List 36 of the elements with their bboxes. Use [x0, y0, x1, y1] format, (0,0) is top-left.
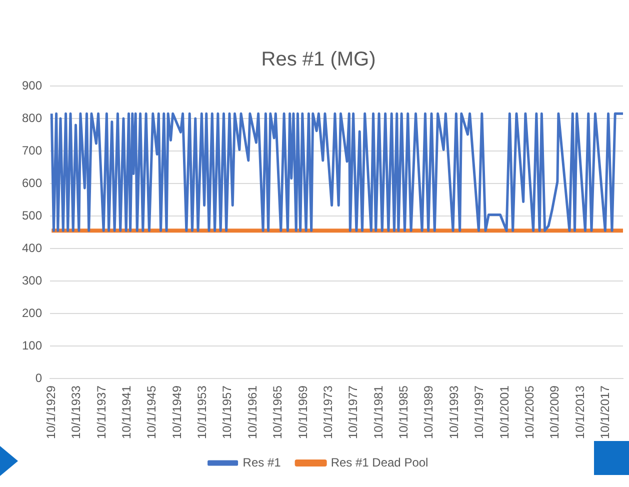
- x-tick-label: 10/1/1933: [69, 385, 84, 440]
- x-tick-label: 10/1/2013: [572, 385, 587, 440]
- x-tick-label: 10/1/1993: [446, 385, 461, 440]
- legend-label: Res #1: [242, 455, 282, 470]
- x-tick-label: 10/1/2005: [522, 385, 536, 440]
- x-tick-label: 10/1/1953: [195, 385, 210, 440]
- y-tick-label: 400: [22, 240, 42, 255]
- x-tick-label: 10/1/1961: [245, 385, 260, 440]
- y-tick-label: 600: [22, 176, 42, 190]
- x-tick-label: 10/1/2009: [548, 385, 562, 440]
- x-tick-label: 10/1/1937: [94, 385, 108, 440]
- x-tick-label: 10/1/1977: [346, 385, 360, 440]
- y-tick-label: 100: [22, 338, 42, 352]
- y-tick-label: 200: [22, 306, 42, 320]
- x-tick-label: 10/1/1957: [220, 385, 234, 440]
- legend-label: Res #1 Dead Pool: [330, 455, 428, 470]
- x-tick-label: 10/1/1997: [472, 385, 486, 440]
- y-tick-label: 900: [22, 78, 42, 92]
- x-tick-label: 10/1/1929: [44, 385, 58, 440]
- y-tick-label: 800: [22, 110, 42, 125]
- x-tick-label: 10/1/1985: [396, 385, 411, 440]
- x-tick-label: 10/1/1989: [422, 385, 436, 440]
- x-tick-label: 10/1/1965: [270, 385, 285, 440]
- x-tick-label: 10/1/1941: [119, 385, 134, 440]
- chart-title: Res #1 (MG): [261, 48, 376, 71]
- x-tick-label: 10/1/1945: [144, 385, 159, 440]
- x-tick-label: 10/1/1973: [320, 385, 335, 440]
- y-tick-label: 500: [22, 208, 42, 222]
- x-tick-label: 10/1/1969: [296, 385, 310, 440]
- y-tick-label: 700: [22, 143, 42, 158]
- x-tick-label: 10/1/1949: [170, 385, 184, 440]
- y-tick-label: 300: [22, 273, 42, 288]
- x-tick-label: 10/1/1981: [371, 385, 386, 440]
- x-tick-label: 10/1/2017: [598, 385, 612, 440]
- x-tick-label: 10/1/2001: [497, 385, 512, 440]
- y-tick-label: 0: [35, 370, 42, 385]
